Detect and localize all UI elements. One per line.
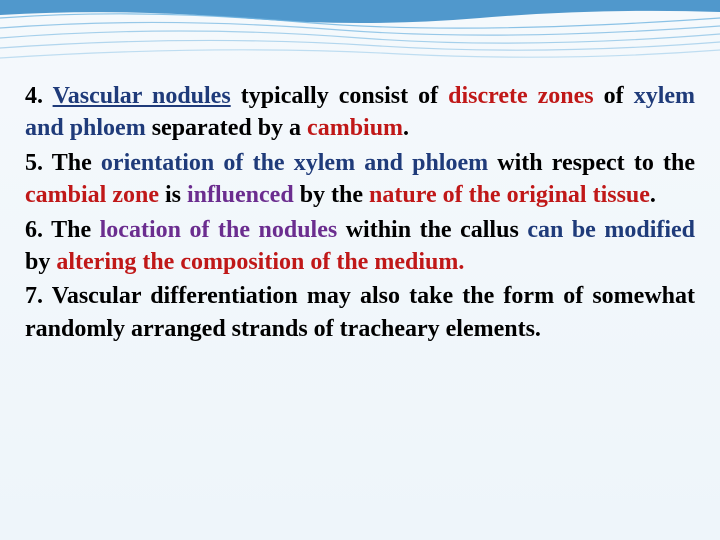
text-fragment: Vascular nodules xyxy=(53,83,231,109)
text-fragment: nature of the original tissue xyxy=(369,182,650,208)
item-number: 7. xyxy=(25,283,43,309)
text-fragment xyxy=(43,83,53,109)
list-item-4: 4. Vascular nodules typically consist of… xyxy=(25,80,695,145)
text-fragment: cambial zone xyxy=(25,182,159,208)
text-fragment: altering the composition of the medium. xyxy=(56,249,464,275)
list-item-5: 5. The orientation of the xylem and phlo… xyxy=(25,147,695,212)
text-fragment: is xyxy=(159,182,187,208)
text-fragment: by the xyxy=(294,182,369,208)
text-fragment: discrete zones xyxy=(448,83,594,109)
item-number: 5. xyxy=(25,150,43,176)
text-fragment: The xyxy=(43,150,101,176)
text-fragment: can be modified xyxy=(527,217,695,243)
text-fragment: cambium xyxy=(307,115,403,141)
slide-text: 4. Vascular nodules typically consist of… xyxy=(25,80,695,347)
text-fragment: orientation of the xylem and phloem xyxy=(101,150,488,176)
list-item-6: 6. The location of the nodules within th… xyxy=(25,214,695,279)
text-fragment: Vascular differentiation may also take t… xyxy=(25,283,695,341)
text-fragment: with respect to the xyxy=(488,150,695,176)
text-fragment: typically consist of xyxy=(231,83,448,109)
text-fragment: by xyxy=(25,249,56,275)
text-fragment: The xyxy=(43,217,100,243)
text-fragment: of xyxy=(594,83,634,109)
text-fragment: separated by a xyxy=(146,115,307,141)
text-fragment: . xyxy=(650,182,656,208)
item-number: 6. xyxy=(25,217,43,243)
decorative-wave xyxy=(0,0,720,75)
text-fragment: location of the nodules xyxy=(100,217,338,243)
text-fragment: influenced xyxy=(187,182,294,208)
list-item-7: 7. Vascular differentiation may also tak… xyxy=(25,280,695,345)
text-fragment: within the callus xyxy=(337,217,527,243)
item-number: 4. xyxy=(25,83,43,109)
text-fragment: . xyxy=(403,115,409,141)
